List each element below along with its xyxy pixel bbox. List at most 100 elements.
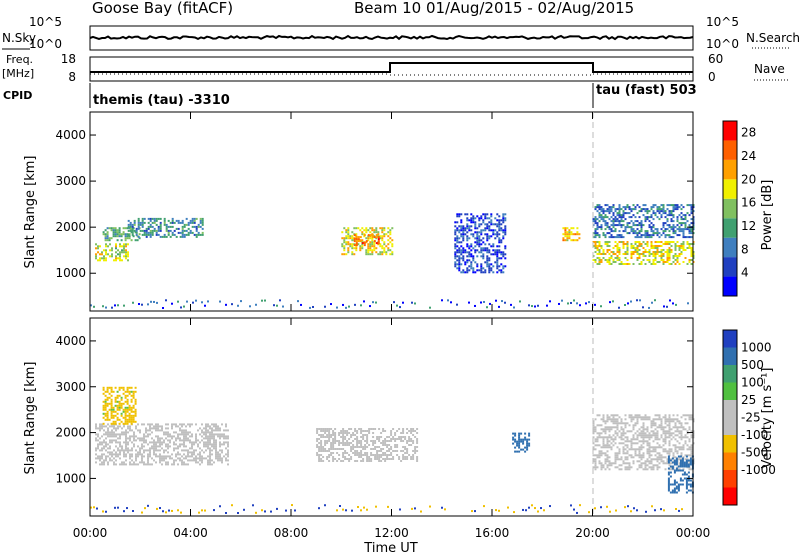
velocity-cell bbox=[159, 461, 161, 464]
velocity-cell bbox=[129, 457, 131, 460]
power-cell bbox=[648, 234, 651, 237]
power-cell bbox=[658, 206, 661, 209]
velocity-cell bbox=[181, 449, 183, 452]
power-cell bbox=[454, 247, 457, 250]
velocity-cell bbox=[227, 459, 229, 462]
velocity-cell bbox=[624, 444, 627, 447]
velocity-cell bbox=[173, 461, 175, 464]
velocity-cell bbox=[124, 414, 127, 417]
power-cell bbox=[650, 216, 653, 219]
power-colorbar-swatch bbox=[723, 218, 737, 238]
velocity-cell bbox=[680, 448, 683, 451]
velocity-cell bbox=[201, 461, 203, 464]
power-cell bbox=[666, 255, 669, 257]
velocity-cell bbox=[195, 433, 197, 436]
velocity-cell bbox=[354, 452, 357, 454]
velocity-cell bbox=[687, 465, 690, 468]
velocity-cell bbox=[598, 436, 601, 439]
velocity-cell bbox=[406, 456, 409, 458]
velocity-cell bbox=[681, 457, 684, 460]
velocity-cell bbox=[177, 451, 179, 454]
power-cell bbox=[105, 251, 107, 254]
velocity-cell bbox=[181, 423, 183, 426]
velocity-cell bbox=[109, 447, 111, 450]
velocity-cell bbox=[674, 448, 677, 451]
velocity-cell bbox=[320, 430, 323, 432]
power-cell bbox=[127, 243, 129, 246]
velocity-cell bbox=[673, 459, 676, 462]
velocity-cell bbox=[205, 443, 207, 446]
velocity-cell bbox=[134, 400, 137, 403]
velocity-cell bbox=[528, 432, 531, 435]
power-cell bbox=[668, 226, 671, 229]
power-cell bbox=[668, 241, 671, 243]
velocity-cell bbox=[105, 425, 107, 428]
velocity-cell bbox=[219, 445, 221, 448]
velocity-cell bbox=[668, 430, 671, 433]
velocity-cell bbox=[382, 454, 385, 456]
velocity-cell bbox=[102, 422, 105, 425]
velocity-cell bbox=[656, 414, 659, 417]
power-cell bbox=[500, 229, 503, 232]
power-cell bbox=[105, 259, 107, 262]
velocity-cell bbox=[95, 457, 97, 460]
velocity-cell bbox=[658, 456, 661, 459]
power-cell bbox=[179, 221, 182, 224]
power-colorbar-swatch bbox=[723, 179, 737, 199]
power-cell bbox=[504, 265, 507, 268]
velocity-cell bbox=[652, 448, 655, 451]
velocity-cell bbox=[159, 455, 161, 458]
power-cell bbox=[454, 245, 457, 248]
velocity-cell bbox=[362, 438, 365, 440]
velocity-cell bbox=[342, 438, 345, 440]
power-cell bbox=[628, 222, 631, 225]
power-cell bbox=[670, 226, 673, 229]
power-cell bbox=[672, 206, 675, 209]
power-cell bbox=[137, 223, 140, 226]
power-cell bbox=[596, 232, 599, 235]
power-cell bbox=[566, 233, 569, 236]
power-cell bbox=[618, 306, 620, 309]
velocity-cell bbox=[684, 414, 687, 417]
velocity-cell bbox=[342, 428, 345, 430]
velocity-cell bbox=[528, 438, 531, 441]
velocity-cell bbox=[105, 510, 107, 513]
velocity-cell bbox=[342, 448, 345, 450]
velocity-cell bbox=[374, 442, 377, 444]
power-cell bbox=[139, 221, 142, 224]
power-cell bbox=[648, 226, 651, 229]
velocity-cell bbox=[626, 468, 629, 471]
power-cell bbox=[460, 225, 463, 228]
velocity-cell bbox=[667, 461, 670, 464]
power-cell bbox=[644, 208, 647, 211]
velocity-cell bbox=[688, 414, 691, 417]
velocity-cell bbox=[662, 426, 665, 429]
velocity-cell bbox=[97, 457, 99, 460]
power-cell bbox=[173, 233, 176, 236]
velocity-cell bbox=[217, 435, 219, 438]
velocity-cell bbox=[604, 420, 607, 423]
velocity-cell bbox=[175, 443, 177, 446]
power-cell bbox=[558, 302, 560, 305]
power-cell bbox=[183, 229, 186, 232]
velocity-cell bbox=[376, 456, 379, 458]
power-cell bbox=[468, 229, 471, 232]
power-cell bbox=[632, 263, 635, 265]
velocity-cell bbox=[157, 449, 159, 452]
velocity-cell bbox=[101, 463, 103, 466]
power-cell bbox=[391, 239, 394, 242]
velocity-cell bbox=[656, 456, 659, 459]
velocity-cell bbox=[652, 446, 655, 449]
power-ytick-label: 3000 bbox=[55, 174, 86, 188]
power-cell bbox=[604, 243, 607, 245]
velocity-cell bbox=[636, 416, 639, 419]
velocity-cell bbox=[107, 451, 109, 454]
velocity-cell bbox=[97, 435, 99, 438]
power-cell bbox=[141, 229, 144, 232]
velocity-cell bbox=[117, 453, 119, 456]
power-cell bbox=[570, 301, 572, 304]
velocity-cell bbox=[209, 449, 211, 452]
velocity-cell bbox=[131, 453, 133, 456]
velocity-cell bbox=[119, 433, 121, 436]
power-cell bbox=[642, 214, 645, 217]
